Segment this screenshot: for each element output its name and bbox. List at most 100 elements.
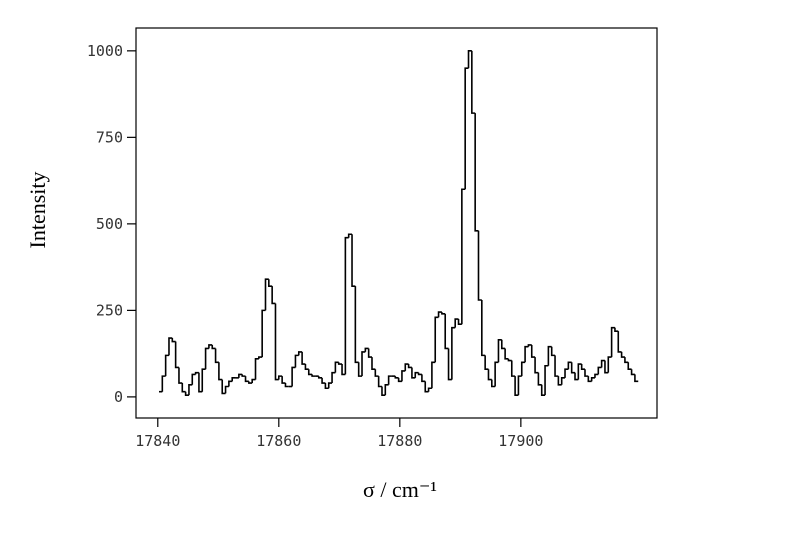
spectrum-step bbox=[461, 188, 466, 325]
spectrum-step bbox=[574, 372, 579, 381]
spectrum-step bbox=[421, 374, 426, 383]
spectrum-step bbox=[597, 366, 602, 375]
spectrum-step bbox=[627, 362, 632, 371]
spectrum-step bbox=[451, 326, 456, 380]
spectrum-step bbox=[211, 344, 216, 350]
spectrum-step bbox=[268, 279, 273, 287]
y-tick-label: 500 bbox=[96, 215, 123, 233]
spectrum-step bbox=[397, 377, 402, 383]
spectrum-step bbox=[241, 374, 246, 377]
spectrum-step bbox=[520, 361, 526, 377]
spectrum-step bbox=[191, 373, 196, 385]
spectrum-step bbox=[600, 359, 605, 368]
spectrum-step bbox=[587, 376, 592, 383]
spectrum-step bbox=[341, 364, 346, 376]
spectrum-step bbox=[447, 348, 452, 381]
spectrum-step bbox=[364, 347, 369, 352]
spectrum-step bbox=[367, 348, 372, 358]
spectrum-step bbox=[387, 375, 392, 385]
spectrum-step bbox=[620, 351, 625, 358]
spectrum-step bbox=[577, 363, 582, 380]
spectrum-step bbox=[304, 364, 309, 371]
spectrum-step bbox=[630, 369, 635, 376]
spectrum-step bbox=[311, 374, 316, 377]
spectrum-step bbox=[188, 383, 193, 396]
spectrum-step bbox=[427, 387, 432, 392]
spectrum-step bbox=[248, 381, 253, 384]
spectrum-step bbox=[297, 351, 303, 356]
y-tick-label: 1000 bbox=[87, 42, 123, 60]
spectrum-step bbox=[178, 367, 183, 384]
spectrum-step bbox=[517, 375, 522, 396]
spectrum-step bbox=[594, 373, 599, 378]
spectrum-step bbox=[357, 362, 363, 377]
spectrum-step bbox=[590, 377, 595, 382]
spectrum-step bbox=[524, 345, 529, 363]
spectrum-step bbox=[347, 233, 353, 238]
spectrum-step bbox=[381, 386, 386, 396]
y-tick-label: 250 bbox=[96, 301, 123, 319]
spectrum-step bbox=[614, 327, 619, 332]
spectrum-step bbox=[324, 383, 329, 390]
spectrum-step bbox=[634, 374, 639, 383]
spectrum-step bbox=[384, 383, 389, 396]
spectrum-step bbox=[377, 376, 382, 388]
spectrum-step bbox=[231, 377, 236, 382]
spectrum-step bbox=[414, 371, 419, 378]
spectrum-step bbox=[544, 364, 549, 396]
spectrum-step bbox=[171, 338, 176, 343]
spectrum-step bbox=[168, 337, 173, 356]
spectrum-step bbox=[317, 376, 323, 379]
spectrum-step bbox=[258, 356, 263, 359]
spectrum-step bbox=[504, 348, 509, 360]
spectrum-step bbox=[454, 318, 459, 328]
spectrum-step bbox=[624, 357, 629, 364]
spectrum-step bbox=[437, 311, 442, 318]
spectrum-step bbox=[291, 366, 296, 387]
spectrum-step bbox=[514, 376, 519, 396]
spectrum-step bbox=[424, 381, 429, 393]
spectrum-step bbox=[467, 50, 472, 69]
spectrum-step bbox=[361, 351, 366, 377]
spectrum-step bbox=[487, 369, 492, 381]
spectrum-step bbox=[401, 370, 406, 382]
spectrum-step bbox=[584, 369, 589, 377]
spectrum-step bbox=[540, 384, 546, 396]
x-axis-label: σ / cm⁻¹ bbox=[363, 477, 437, 502]
y-axis-label: Intensity bbox=[25, 172, 50, 249]
spectrum-step bbox=[407, 364, 412, 369]
spectrum-step bbox=[607, 356, 612, 373]
spectrum-step bbox=[307, 369, 313, 376]
spectrum-step bbox=[431, 361, 436, 389]
spectrum-step bbox=[278, 375, 283, 380]
spectrum-step bbox=[208, 344, 213, 349]
spectrum-step bbox=[534, 357, 539, 374]
spectrum-step bbox=[321, 377, 326, 384]
spectrum-step bbox=[610, 326, 615, 358]
spectrum-step bbox=[464, 67, 469, 190]
spectrum-step bbox=[441, 312, 446, 315]
spectrum-step bbox=[164, 354, 169, 377]
spectrum-step bbox=[204, 347, 209, 370]
spectrum-step bbox=[271, 286, 276, 305]
spectrum-step bbox=[284, 383, 289, 388]
spectrum-step bbox=[434, 316, 439, 363]
spectrum-step bbox=[477, 230, 482, 301]
spectrum-step bbox=[527, 344, 532, 347]
spectrum-step bbox=[494, 361, 499, 387]
spectrum-step bbox=[264, 278, 269, 311]
spectrum-step bbox=[580, 364, 585, 371]
spectrum-step bbox=[327, 382, 333, 389]
x-tick-label: 17900 bbox=[498, 432, 543, 450]
spectrum-step bbox=[530, 344, 536, 358]
spectrum-step bbox=[471, 50, 476, 114]
spectrum-step bbox=[201, 368, 206, 392]
spectrum-step bbox=[221, 379, 226, 395]
spectrum-step bbox=[181, 383, 186, 393]
spectrum-step bbox=[484, 355, 489, 371]
spectrum-step bbox=[351, 234, 356, 287]
spectrum-step bbox=[244, 376, 249, 383]
spectrum-step bbox=[194, 371, 199, 375]
